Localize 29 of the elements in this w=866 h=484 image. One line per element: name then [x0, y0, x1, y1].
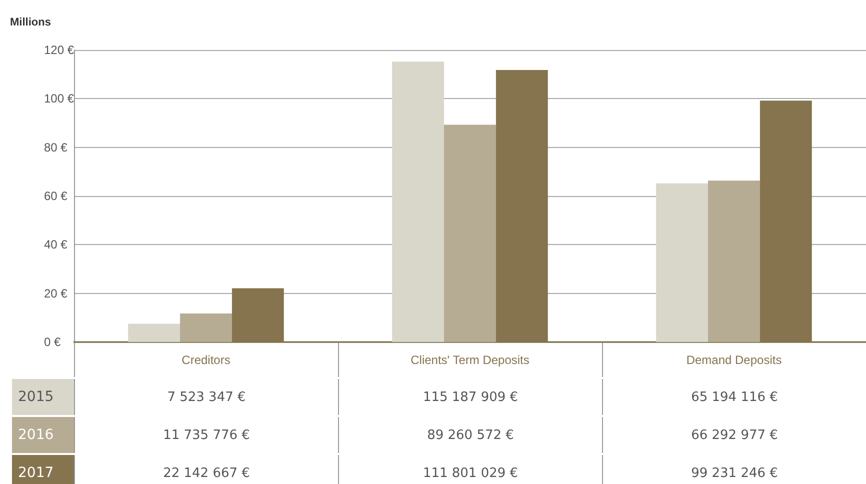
y-tick-label: 120 €	[44, 43, 74, 57]
text: 65 194 116 €	[602, 379, 866, 415]
y-axis-title: Millions	[10, 16, 51, 28]
text: 2015	[18, 389, 54, 405]
y-tick-label: 60 €	[44, 189, 68, 203]
text: 89 260 572 €	[338, 417, 602, 453]
text: 22 142 667 €	[74, 455, 338, 484]
bar	[180, 314, 232, 342]
y-tick-label: 100 €	[44, 92, 74, 106]
bar	[708, 180, 760, 342]
text: 66 292 977 €	[602, 417, 866, 453]
text: 115 187 909 €	[338, 379, 602, 415]
bar	[444, 124, 496, 342]
y-tick-label: 40 €	[44, 238, 68, 252]
x-tick-label: Demand Deposits	[686, 353, 782, 367]
text: 99 231 246 €	[602, 455, 866, 484]
bar	[392, 62, 444, 342]
text: 111 801 029 €	[338, 455, 602, 484]
x-tick-label: Clients' Term Deposits	[410, 353, 530, 367]
bar	[128, 324, 180, 342]
text: 11 735 776 €	[74, 417, 338, 453]
text: 7 523 347 €	[74, 379, 338, 415]
y-tick-label: 0 €	[44, 335, 62, 349]
text: 2017	[18, 465, 54, 481]
bar	[656, 183, 708, 342]
x-tick-label: Creditors	[182, 353, 230, 367]
text: 2016	[18, 427, 54, 443]
y-tick-label: 80 €	[44, 140, 68, 154]
y-tick-label: 20 €	[44, 286, 68, 300]
